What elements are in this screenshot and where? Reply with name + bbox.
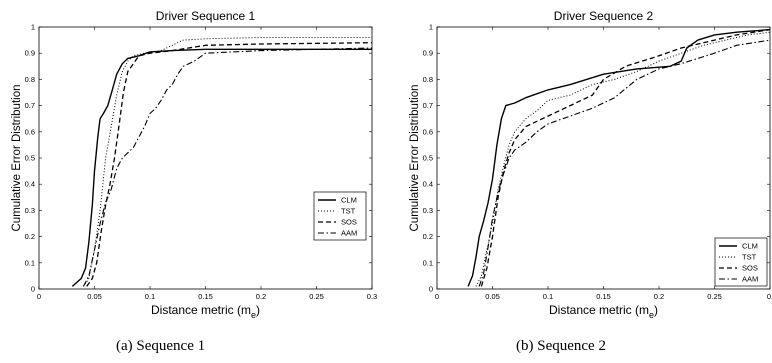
x-tick-label: 0.2 — [654, 292, 664, 301]
caption-b: (b) Sequence 2 — [516, 338, 606, 354]
x-axis-label-main: Distance metric (m — [549, 303, 649, 317]
y-tick-label: 0.8 — [25, 75, 35, 84]
y-tick-label: 0.1 — [25, 258, 35, 267]
x-axis-label: Distance metric (me) — [151, 303, 260, 320]
chart-title: Driver Sequence 2 — [554, 9, 654, 23]
x-tick-label: 0. — [767, 292, 772, 301]
x-tick-label: 0.1 — [543, 292, 553, 301]
x-tick-label: 0.25 — [707, 292, 722, 301]
y-tick-label: 0 — [429, 285, 433, 294]
y-tick-label: 0.6 — [25, 127, 35, 136]
series-line-tst — [475, 31, 770, 287]
x-tick-label: 0.05 — [87, 292, 102, 301]
legend-label-tst: TST — [742, 253, 757, 262]
x-tick-label: 0.05 — [485, 292, 500, 301]
y-tick-label: 0.7 — [25, 101, 35, 110]
chart-title: Driver Sequence 1 — [156, 9, 256, 23]
series-line-sos — [86, 42, 372, 287]
chart-panel-2: 0 0.05 0.1 0.15 0.2 0.25 0. 0 0.1 0.2 0.3 0.4 0.5 0.6… — [409, 9, 772, 320]
y-tick-label: 0.5 — [25, 154, 35, 163]
x-axis-label-subscript: e — [251, 310, 256, 320]
legend-label-aam: AAM — [341, 229, 357, 238]
y-tick-label: 0.3 — [423, 206, 433, 215]
legend-label-clm: CLM — [341, 196, 357, 205]
x-tick-label: 0.25 — [309, 292, 324, 301]
legend-label-aam: AAM — [742, 275, 758, 284]
series-line-aam — [478, 39, 770, 287]
y-tick-label: 0.2 — [25, 232, 35, 241]
legend-label-clm: CLM — [742, 242, 758, 251]
x-tick-label: 0 — [37, 292, 41, 301]
y-tick-label: 0.8 — [423, 75, 433, 84]
y-tick-label: 0.2 — [423, 232, 433, 241]
x-axis-label: Distance metric (me) — [549, 303, 658, 320]
legend-label-tst: TST — [341, 207, 356, 216]
legend-label-sos: SOS — [341, 218, 357, 227]
plot-frame — [38, 26, 373, 290]
x-axis-label-close: ) — [256, 303, 260, 317]
legend-label-sos: SOS — [742, 264, 758, 273]
y-tick-label: 0.7 — [423, 101, 433, 110]
x-axis-label-close: ) — [654, 303, 658, 317]
y-tick-label: 0.6 — [423, 127, 433, 136]
y-tick-label: 0.1 — [423, 258, 433, 267]
y-tick-label: 1 — [429, 23, 433, 32]
y-tick-label: 0.3 — [25, 206, 35, 215]
y-tick-label: 0 — [31, 285, 35, 294]
x-tick-label: 0.3 — [367, 292, 377, 301]
series-line-aam — [82, 47, 372, 287]
x-tick-label: 0.15 — [596, 292, 611, 301]
x-tick-label: 0.2 — [256, 292, 266, 301]
y-axis-label: Cumulative Error Distribution — [409, 85, 421, 232]
figure: 0 0.05 0.1 0.15 0.2 0.25 0.300.10.20.30.40.50.… — [11, 9, 772, 320]
y-tick-label: 0.9 — [423, 49, 433, 58]
x-tick-label: 0.1 — [145, 292, 155, 301]
caption-a: (a) Sequence 1 — [116, 338, 206, 354]
x-tick-label: 0.15 — [198, 292, 213, 301]
y-tick-label: 0.5 — [423, 154, 433, 163]
y-tick-label: 0.4 — [423, 180, 433, 189]
chart-panel-1: 0 0.05 0.1 0.15 0.2 0.25 0.3 0 0.1 0.2 0.3 0.4 0.5 0.… — [11, 9, 377, 320]
y-tick-label: 0.4 — [25, 180, 35, 189]
x-axis-label-subscript: e — [649, 310, 654, 320]
series-line-clm — [71, 48, 372, 287]
y-tick-label: 1 — [31, 23, 35, 32]
series-line-sos — [480, 28, 770, 287]
y-tick-label: 0.9 — [25, 49, 35, 58]
y-axis-label: Cumulative Error Distribution — [11, 85, 23, 232]
x-axis-label-main: Distance metric (m — [151, 303, 251, 317]
series-line-tst — [82, 37, 372, 287]
x-tick-label: 0 — [435, 292, 439, 301]
